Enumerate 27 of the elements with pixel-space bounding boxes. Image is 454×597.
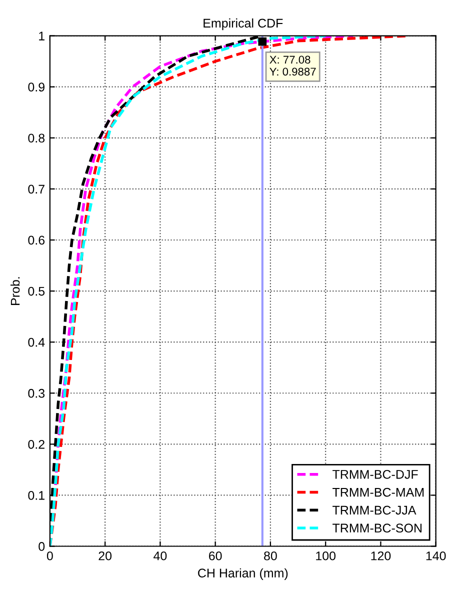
- x-tick-label: 0: [46, 551, 53, 560]
- x-tick-label: 100: [316, 551, 336, 560]
- y-tick-label: 0.9: [28, 82, 44, 92]
- y-tick-label: 0.2: [28, 440, 44, 449]
- x-tick-label: 140: [426, 551, 446, 560]
- y-tick-label: 0.1: [28, 491, 44, 500]
- legend-label: TRMM-BC-SON: [332, 524, 422, 533]
- y-tick-label: 0.7: [28, 184, 44, 194]
- legend-label: TRMM-BC-JJA: [332, 506, 416, 515]
- x-tick-label: 40: [154, 551, 167, 560]
- y-tick-label: 1: [39, 32, 44, 40]
- y-tick-label: 0.4: [28, 338, 45, 347]
- x-tick-label: 60: [209, 551, 222, 560]
- y-tick-label: 0: [38, 542, 45, 551]
- legend-label: TRMM-BC-DJF: [332, 470, 418, 479]
- y-tick-label: 0.8: [28, 134, 45, 143]
- x-tick-label: 120: [371, 551, 391, 560]
- annotation: X: 77.08 Y: 0.9887: [270, 56, 316, 76]
- x-tick-label: 80: [264, 551, 277, 560]
- y-tick-label: 0.5: [28, 286, 45, 296]
- y-tick-label: 0.3: [28, 388, 45, 398]
- chart-title: Empirical CDF: [204, 18, 283, 30]
- legend-label: TRMM-BC-MAM: [332, 488, 424, 497]
- y-tick-label: 0.6: [28, 236, 45, 245]
- x-axis-title: CH Harian (mm): [198, 568, 288, 580]
- y-axis-title: Prob.: [10, 277, 20, 305]
- x-tick-label: 20: [98, 551, 112, 560]
